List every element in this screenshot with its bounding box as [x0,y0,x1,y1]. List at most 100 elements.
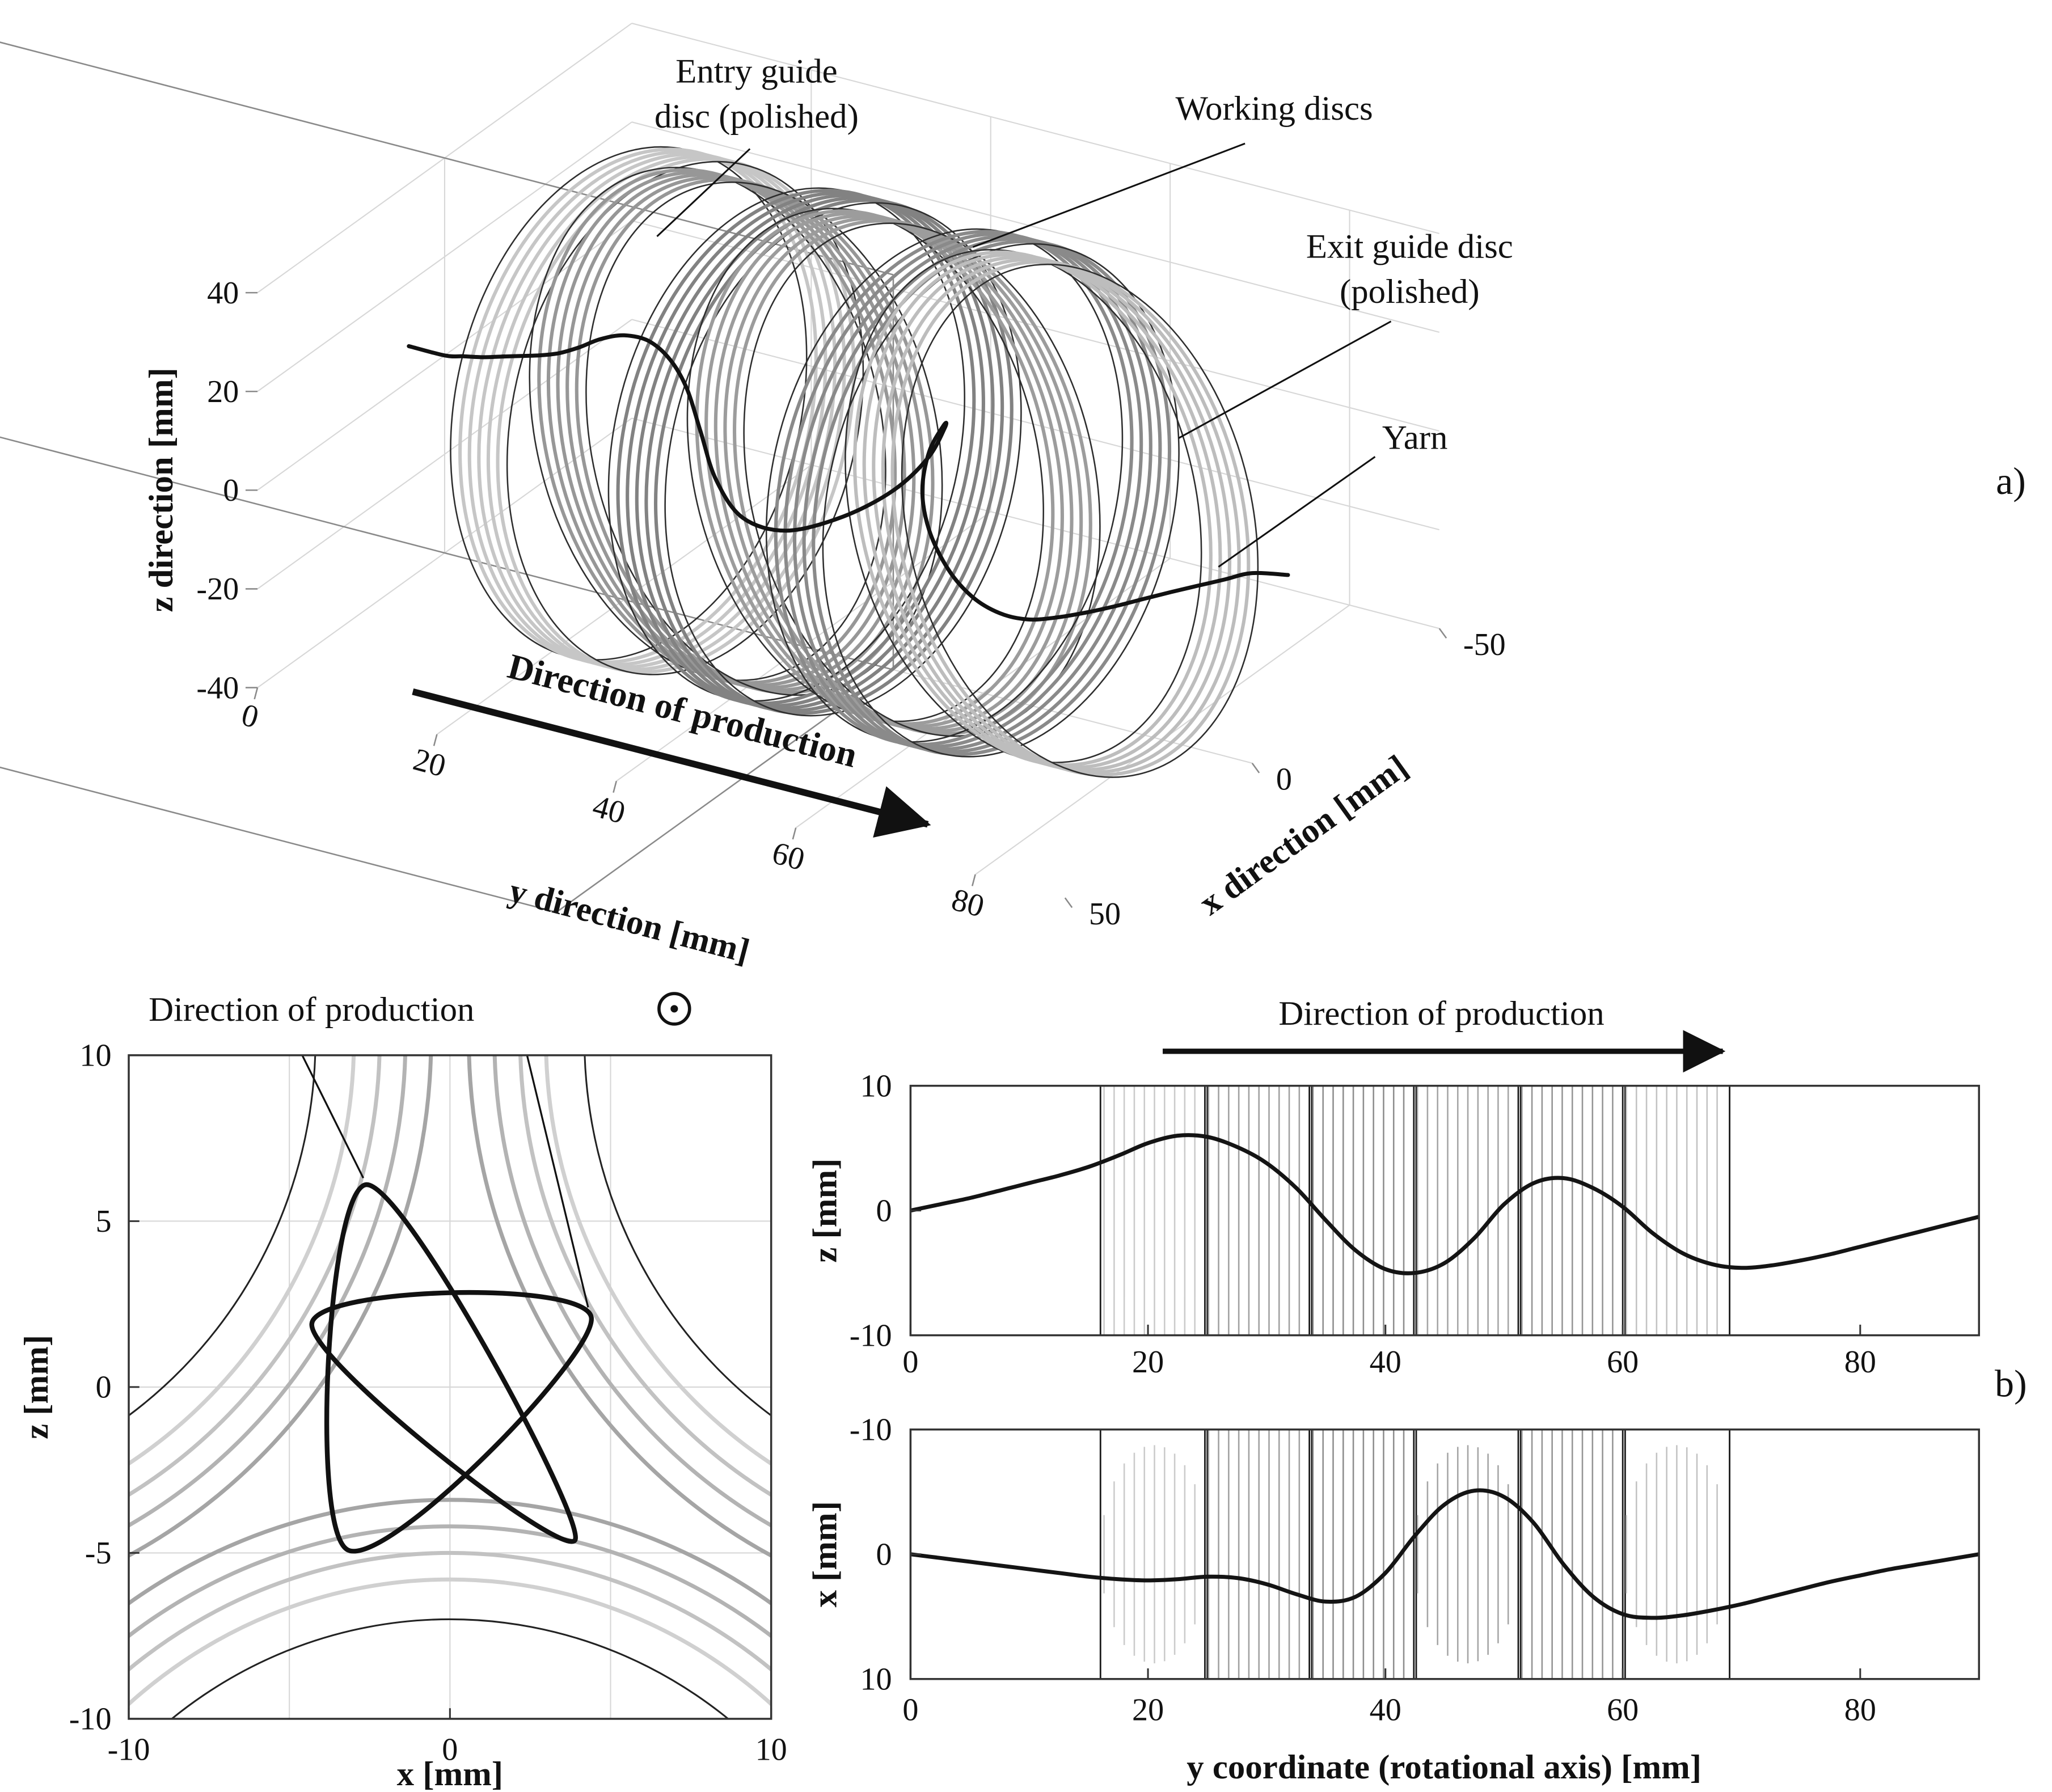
xy-y-tick-label: 60 [1607,1692,1639,1727]
disc-surface [546,171,906,687]
xy-y-tick-label: 40 [1370,1692,1401,1727]
xy-y-tick-label: 80 [1844,1692,1876,1727]
z-tick-label: 0 [223,473,239,508]
x-tick-label: 50 [1089,897,1121,932]
xy-x-tick-label: 10 [860,1662,892,1697]
x-tick-label: 0 [1276,762,1292,797]
grid-line [631,23,1440,234]
xy-y-tick-label: 20 [1132,1692,1164,1727]
z-axis-label-3d: z direction [mm] [142,367,180,612]
disc-rim-arc [129,1524,771,1639]
entry-guide-leader-line [656,148,751,238]
disc-rim [845,249,1202,763]
x-tick-label: -50 [1463,627,1506,662]
xz-x-tick-label: 10 [755,1732,787,1767]
axes-box-zy [909,1084,1981,1337]
disc-surface [723,217,1083,733]
disc-rim-arc [129,1055,407,1528]
plot-cross-section-xz: -10 0 10 10 5 0 -5 -10 [69,1038,787,1768]
disc-surface [713,214,1074,731]
disc-surface [881,257,1241,774]
working-disc-ring [529,167,943,696]
axes-box-xy [909,1428,1981,1680]
disc-rim [664,202,1022,717]
disc-rim-arc [129,1577,771,1707]
annotation-exit-guide-line1: Exit guide disc [1306,227,1513,265]
xy-y-tick-label: 0 [902,1692,918,1727]
disc-surface [862,252,1222,770]
z-tick-label: 20 [207,374,239,409]
disc-surface [872,255,1232,772]
disc-rim-arc [544,1055,771,1466]
axis-edge [1064,897,1073,908]
yarn-leader-line [1218,456,1376,568]
plot-yarn-x-profile: -10 0 10 0 20 40 60 80 [850,1412,1981,1727]
annotation-entry-guide-line1: Entry guide [675,52,838,90]
grid-line [631,319,1440,531]
zy-z-tick-label: 10 [860,1068,892,1104]
direction-of-production-label-xz: Direction of production [149,991,474,1029]
disc-surface [695,209,1055,726]
direction-of-production-arrow-3d [412,688,931,838]
z-tick-label: -40 [196,670,239,705]
annotation-yarn: Yarn [1382,419,1448,457]
exit-guide-leader-line [1178,320,1392,439]
disc-rim-edge-arc [170,1618,730,1719]
axis-edge [0,766,557,913]
yarn-path-3d [407,333,1290,622]
disc-surface [537,168,897,684]
grid-line [631,121,1440,333]
xz-x-tick-label: -10 [108,1732,150,1767]
z-tick-label: 40 [207,276,239,311]
z-axis-label-xz: z [mm] [18,1335,56,1439]
disc-rim [901,263,1259,778]
xz-z-tick-label: 10 [79,1038,111,1073]
axis-edge [254,687,259,700]
x-axis-label-xy-plot: x [mm] [806,1501,844,1607]
yarn-z-curve [910,1133,1979,1275]
y-tick-label: 20 [409,742,449,784]
x-axis-label-3d: x direction [mm] [1192,748,1415,923]
yarn-loop-path [309,1182,594,1554]
xz-z-tick-label: -5 [85,1536,112,1571]
working-disc-ring [765,228,1180,758]
xz-z-tick-label: 0 [96,1370,112,1405]
axis-edge [0,41,894,276]
disc-rim [822,243,1180,758]
z-tick-label: -20 [196,572,239,607]
direction-of-production-label-profiles: Direction of production [1278,995,1604,1033]
zy-y-tick-label: 0 [902,1345,918,1380]
axis-edge [971,874,976,886]
annotation-entry-guide-line2: disc (polished) [655,98,859,136]
xz-z-tick-label: 5 [96,1204,112,1239]
disc-surface [556,173,916,690]
disc-surface [853,250,1213,767]
disc-surface [890,260,1251,777]
y-tick-label: 60 [769,835,808,877]
axis-edge [433,734,438,746]
yarn-entry-segment [301,1055,364,1179]
panel-label-b: b) [1995,1362,2027,1405]
xy-x-tick-label: 0 [876,1537,892,1572]
zy-y-tick-label: 80 [1844,1345,1876,1380]
y-coordinate-axis-label: y coordinate (rotational axis) [mm] [1187,1748,1701,1786]
zy-y-tick-label: 20 [1132,1345,1164,1380]
zy-z-tick-label: 0 [876,1193,892,1228]
z-axis-label-zy: z [mm] [806,1159,844,1263]
disc-rim-arc [129,1498,771,1606]
plot-yarn-z-profile: 10 0 -10 0 20 40 60 80 [850,1068,1981,1380]
xz-x-tick-label: 0 [442,1732,458,1767]
axis-edge [792,827,797,840]
yarn-entry-segment [526,1055,589,1308]
disc-surface [565,175,925,692]
disc-rim-arc [129,1055,433,1558]
axis-edge [613,781,618,793]
disc-rim-arc [129,1055,382,1497]
axis-edge [0,436,894,671]
axis-edge [1251,762,1260,774]
y-tick-label: 40 [589,789,629,831]
annotation-exit-guide-line2: (polished) [1340,273,1480,311]
y-tick-label: 0 [238,697,262,735]
